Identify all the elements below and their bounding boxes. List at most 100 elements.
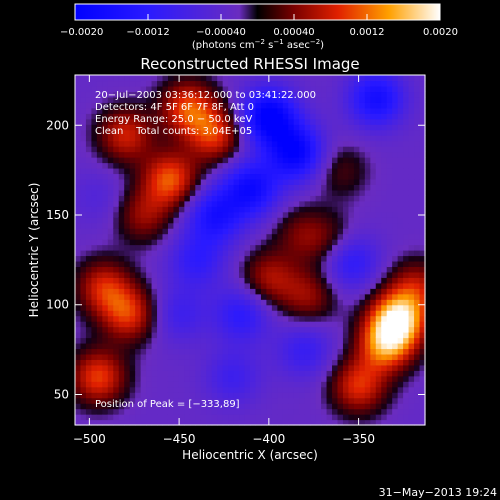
heatmap-cell [326,277,333,284]
heatmap-cell [140,146,147,153]
heatmap-cell [129,85,136,93]
heatmap-cell [304,173,311,180]
heatmap-cell [375,299,382,306]
heatmap-cell [353,157,360,164]
heatmap-cell [239,85,246,93]
heatmap-cell [173,304,180,311]
heatmap-cell [288,189,295,196]
heatmap-cell [288,124,295,131]
heatmap-cell [146,140,153,147]
heatmap-cell [299,178,306,185]
heatmap-cell [195,200,202,207]
heatmap-cell [211,184,218,191]
heatmap-cell [342,151,350,158]
heatmap-cell [414,342,421,350]
heatmap-cell [353,375,360,382]
heatmap-cell [118,239,125,246]
heatmap-cell [244,96,251,103]
heatmap-cell [326,342,333,350]
heatmap-cell [282,260,289,268]
heatmap-cell [96,315,103,322]
heatmap-cell [364,414,371,421]
heatmap-cell [288,260,295,268]
heatmap-cell [282,326,289,333]
heatmap-cell [184,200,191,207]
heatmap-cell [85,228,93,235]
heatmap-cell [386,233,393,240]
heatmap-cell [364,282,371,289]
heatmap-cell [419,342,426,350]
heatmap-cell [178,288,185,295]
heatmap-cell [189,85,196,93]
heatmap-cell [386,102,393,109]
heatmap-cell [414,288,421,295]
heatmap-cell [392,419,399,426]
heatmap-cell [239,403,246,410]
heatmap-cell [167,288,175,295]
heatmap-cell [96,189,103,196]
heatmap-cell [397,397,404,404]
heatmap-cell [293,135,300,142]
heatmap-cell [135,157,142,164]
heatmap-cell [266,80,273,87]
heatmap-cell [326,118,333,125]
heatmap-cell [364,250,371,257]
heatmap-cell [364,228,371,235]
heatmap-cell [200,118,207,125]
heatmap-cell [326,392,333,399]
heatmap-cell [135,419,142,426]
heatmap-cell [228,151,235,158]
heatmap-cell [359,173,366,180]
heatmap-cell [250,135,257,142]
heatmap-cell [124,80,131,87]
heatmap-cell [353,222,360,229]
heatmap-cell [146,315,153,322]
heatmap-cell [173,233,180,240]
heatmap-cell [211,200,218,207]
heatmap-cell [381,173,388,180]
heatmap-cell [326,250,333,257]
heatmap-cell [146,353,153,360]
heatmap-cell [96,397,103,404]
heatmap-cell [140,255,147,262]
heatmap-cell [167,157,175,164]
heatmap-cell [200,178,207,185]
heatmap-cell [386,178,393,185]
heatmap-cell [162,167,169,175]
heatmap-cell [419,146,426,153]
heatmap-cell [277,392,284,399]
heatmap-cell [255,342,262,350]
heatmap-cell [217,321,224,328]
heatmap-cell [75,222,82,229]
heatmap-cell [244,113,251,120]
heatmap-cell [381,217,388,224]
heatmap-cell [184,408,191,415]
heatmap-cell [353,250,360,257]
heatmap-cell [375,118,382,125]
heatmap-cell [315,189,322,196]
heatmap-cell [107,178,114,185]
heatmap-cell [217,173,224,180]
heatmap-cell [255,178,262,185]
heatmap-cell [184,370,191,377]
heatmap-cell [151,353,158,360]
heatmap-cell [282,206,289,213]
heatmap-cell [206,195,213,202]
heatmap-cell [266,146,273,153]
heatmap-cell [140,332,147,339]
heatmap-cell [315,260,322,268]
heatmap-cell [184,260,191,268]
heatmap-cell [102,146,109,153]
heatmap-cell [217,255,224,262]
heatmap-cell [239,271,246,278]
heatmap-cell [80,266,87,273]
heatmap-cell [124,184,131,191]
heatmap-cell [195,310,202,317]
heatmap-cell [129,277,136,284]
heatmap-cell [353,381,360,388]
heatmap-cell [414,370,421,377]
heatmap-cell [266,304,273,311]
heatmap-cell [239,167,246,175]
heatmap-cell [85,195,93,202]
heatmap-cell [102,189,109,196]
